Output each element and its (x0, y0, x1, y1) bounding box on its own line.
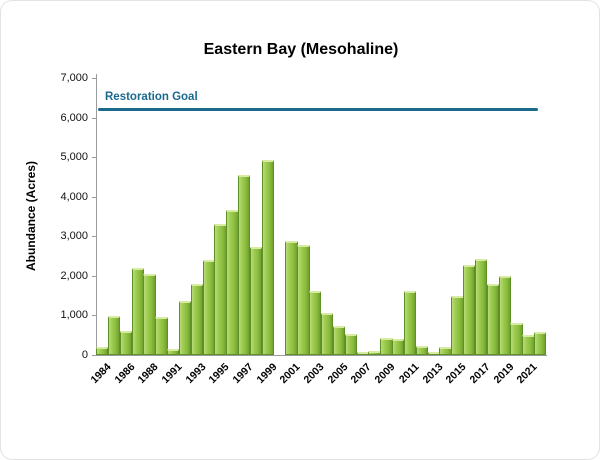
bar-1996 (226, 210, 239, 355)
bar-2012 (415, 345, 429, 355)
bar-2018 (486, 283, 500, 355)
x-tick-label-2009: 2009 (372, 361, 398, 387)
bar-1985 (107, 316, 121, 355)
bar-1999 (261, 159, 275, 355)
x-tick-label-1999: 1999 (254, 361, 280, 387)
bar-2001 (285, 241, 298, 355)
bar-2021 (522, 335, 535, 355)
y-tick-label: 4,000 (60, 190, 88, 203)
x-tick-label-1993: 1993 (183, 361, 209, 387)
y-tick-label: 7,000 (60, 72, 88, 84)
bar-2004 (321, 313, 334, 355)
y-tick-mark (92, 196, 96, 198)
chart-title: Eastern Bay (Mesohaline) (203, 41, 399, 58)
x-tick-label-1997: 1997 (230, 361, 256, 387)
bar-1991 (167, 349, 180, 355)
y-tick-mark (92, 275, 96, 277)
y-tick-mark (92, 157, 96, 159)
bar-2008 (368, 351, 381, 355)
bar-1990 (155, 316, 168, 355)
bar-2009 (380, 337, 393, 355)
bar-2016 (463, 265, 476, 355)
bar-1998 (249, 246, 263, 355)
y-axis-line (96, 74, 97, 356)
x-tick-label-2015: 2015 (443, 361, 469, 387)
bar-2011 (403, 290, 417, 355)
bar-1992 (178, 301, 192, 355)
y-tick-mark (92, 355, 96, 356)
bar-2010 (392, 338, 405, 355)
bar-2007 (356, 352, 369, 356)
restoration-goal-line (98, 108, 538, 112)
y-tick-label: 6,000 (60, 111, 88, 124)
bar-1993 (190, 283, 204, 355)
bar-1984 (96, 347, 109, 355)
y-tick-label: 2,000 (60, 269, 88, 282)
y-tick-mark (92, 315, 96, 317)
bar-2015 (451, 296, 464, 355)
x-tick-label-2011: 2011 (396, 361, 422, 386)
x-tick-label-2003: 2003 (301, 361, 327, 387)
bar-2003 (309, 290, 322, 355)
bar-2006 (344, 334, 357, 355)
x-tick-label-1991: 1991 (159, 361, 185, 387)
bar-2014 (439, 347, 452, 355)
bar-2013 (427, 351, 440, 355)
x-tick-label-2021: 2021 (514, 361, 540, 387)
x-tick-label-2001: 2001 (277, 361, 303, 387)
bar-2005 (332, 326, 346, 355)
y-tick-label: 0 (81, 349, 88, 361)
restoration-goal-label: Restoration Goal (105, 91, 198, 104)
x-tick-label-2019: 2019 (491, 361, 517, 387)
bar-2017 (474, 259, 488, 355)
x-tick-label-2013: 2013 (419, 361, 445, 387)
bar-2002 (297, 244, 310, 355)
bar-1994 (202, 260, 215, 355)
y-tick-label: 5,000 (60, 151, 88, 164)
y-tick-mark (92, 117, 96, 119)
x-tick-label-2005: 2005 (325, 361, 351, 387)
x-tick-label-1984: 1984 (88, 361, 114, 387)
bar-1997 (238, 174, 251, 355)
bar-2022 (534, 332, 547, 355)
x-tick-label-2017: 2017 (467, 361, 493, 387)
x-tick-label-1988: 1988 (135, 361, 161, 387)
bar-1987 (131, 267, 144, 355)
y-tick-mark (92, 236, 96, 238)
bar-1988 (143, 274, 156, 355)
x-axis-line (96, 355, 547, 356)
x-tick-label-2007: 2007 (348, 361, 374, 387)
bar-2020 (510, 322, 523, 355)
y-tick-mark (92, 78, 96, 79)
y-tick-label: 1,000 (60, 309, 88, 322)
bar-2019 (498, 275, 511, 355)
x-tick-label-1986: 1986 (112, 361, 138, 387)
x-tick-label-1995: 1995 (206, 361, 232, 387)
y-tick-label: 3,000 (60, 230, 88, 243)
bar-1995 (214, 224, 227, 355)
bar-1986 (119, 330, 132, 355)
